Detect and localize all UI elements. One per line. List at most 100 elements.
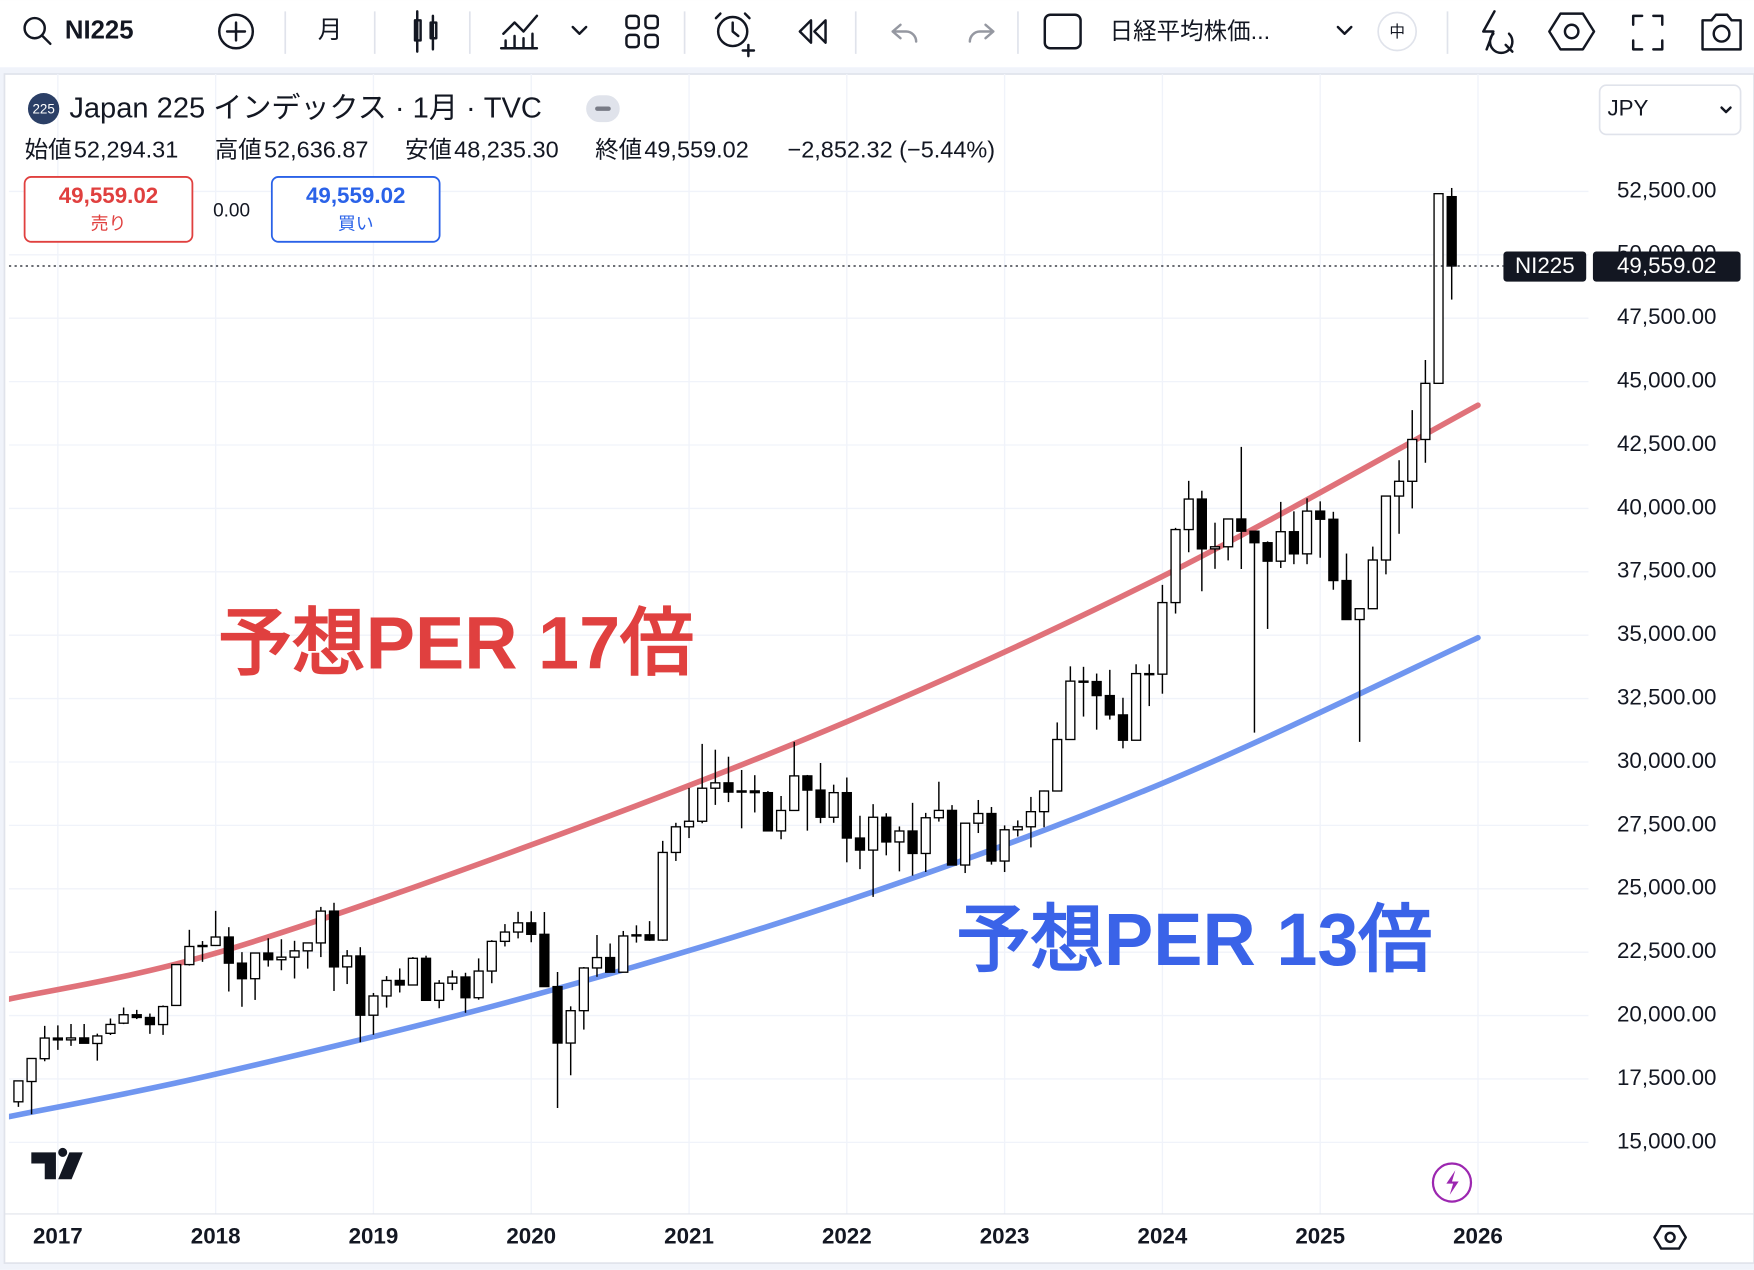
candle-body (604, 956, 616, 973)
spread: 0.00 (213, 201, 250, 222)
candle-body (473, 970, 484, 999)
candle-body (697, 787, 708, 822)
y-tick-label: 27,500.00 (1617, 811, 1716, 836)
x-tick-label: 2024 (1138, 1223, 1188, 1248)
candle-body (263, 952, 274, 961)
x-tick-label: 2022 (822, 1223, 872, 1248)
candle-body (1144, 672, 1155, 676)
fullscreen-icon[interactable] (1631, 14, 1664, 51)
candle-body (1262, 542, 1273, 562)
x-tick-label: 2019 (349, 1223, 399, 1248)
chart-card (3, 73, 1754, 1264)
indicator-icon[interactable] (499, 14, 539, 50)
interval[interactable]: 月 (318, 17, 343, 44)
candle-body (249, 952, 261, 980)
change: −2,852.32 (−5.44%) (788, 136, 996, 162)
candle-body (289, 950, 300, 958)
chart-type-icon[interactable] (413, 10, 438, 53)
candle-body (631, 934, 642, 937)
currency-select[interactable]: JPY (1598, 84, 1742, 136)
x-tick-label: 2026 (1453, 1223, 1503, 1248)
settings-icon (1563, 23, 1580, 40)
sell-button[interactable]: 49,559.02 売り (23, 176, 194, 243)
y-tick-label: 22,500.00 (1617, 938, 1716, 963)
y-tick-label: 45,000.00 (1617, 368, 1716, 393)
candle-body (881, 816, 892, 843)
buy-button[interactable]: 49,559.02 買い (270, 176, 441, 243)
candle-body (1433, 193, 1444, 385)
candle-body (26, 1057, 37, 1083)
symbol: NI225 (65, 16, 134, 44)
candle-body (802, 775, 813, 791)
y-tick-label: 17,500.00 (1617, 1065, 1716, 1090)
layout-cell (644, 33, 659, 49)
plot (8, 187, 1481, 1120)
y-tick-label: 37,500.00 (1617, 558, 1716, 583)
candle-body (999, 829, 1010, 862)
plus-icon (218, 13, 255, 50)
symbol-badge-text: NI225 (1515, 253, 1575, 278)
layout-name-icon[interactable] (1043, 13, 1082, 50)
x-tick-label: 2020 (506, 1223, 556, 1248)
size-circle[interactable] (1377, 11, 1418, 52)
candle-body (223, 936, 234, 964)
candle-body (1025, 811, 1037, 828)
layout-cell (625, 33, 640, 49)
candle-body (591, 956, 603, 969)
axis-settings-icon[interactable] (1653, 1224, 1687, 1250)
replay-icon[interactable] (798, 19, 827, 44)
candle-body (986, 812, 997, 862)
currency-box (1598, 84, 1742, 136)
search-icon (23, 16, 46, 40)
x-tick-label: 2021 (664, 1223, 714, 1248)
sell-label: 売り (91, 214, 127, 234)
x-tick-label: 2025 (1295, 1223, 1345, 1248)
price-badge (1592, 251, 1741, 282)
candle-body (512, 922, 524, 933)
alert-icon[interactable] (714, 12, 756, 58)
per-label: 予想PER 13倍 (956, 898, 1432, 981)
candle-body (854, 837, 866, 851)
undo-icon[interactable] (891, 23, 918, 43)
compare-button[interactable] (218, 13, 255, 50)
candle-body (1117, 714, 1129, 741)
candle-body (92, 1035, 103, 1045)
candle-body (1065, 680, 1076, 741)
candle-body (1367, 559, 1378, 610)
symbol-badge (1503, 251, 1587, 282)
candle-body (1301, 510, 1313, 555)
screenshot-icon[interactable] (1701, 13, 1742, 51)
candle-body (815, 789, 826, 818)
candle-body (1393, 480, 1405, 497)
candle-body (1275, 531, 1286, 562)
candle-body (355, 955, 366, 1016)
chart-name[interactable]: 日経平均株価... (1110, 18, 1270, 44)
candle-body (144, 1016, 156, 1026)
collapse-icon (595, 106, 611, 111)
candle-body (1091, 680, 1102, 697)
ohlc-label: 始値 (25, 136, 72, 162)
candle-body (1078, 680, 1089, 683)
candle-body (657, 851, 668, 941)
axes: 15,000.00 17,500.00 20,000.00 22,500.00 25,0… (33, 177, 1717, 1248)
dropdown-icon[interactable] (571, 25, 588, 35)
quick-search-icon[interactable] (1482, 10, 1514, 55)
candle-body (486, 940, 497, 972)
layout-icon[interactable] (625, 14, 659, 49)
currency: JPY (1607, 96, 1648, 121)
layout-cell (625, 14, 640, 30)
candle-body (447, 976, 458, 984)
redo-icon[interactable] (968, 23, 995, 43)
dropdown-icon[interactable] (1336, 25, 1353, 35)
tv-logo (31, 1147, 83, 1180)
buy-label: 買い (338, 214, 374, 234)
x-tick-label: 2018 (191, 1223, 241, 1248)
candle-body (828, 791, 839, 818)
candle-body (394, 979, 405, 986)
ohlc-value: 52,294.31 (74, 136, 178, 162)
y-tick-label: 30,000.00 (1617, 748, 1716, 773)
candle-body (539, 933, 550, 988)
settings-icon[interactable] (1548, 12, 1596, 51)
symbol-search[interactable]: NI225 (23, 16, 134, 46)
